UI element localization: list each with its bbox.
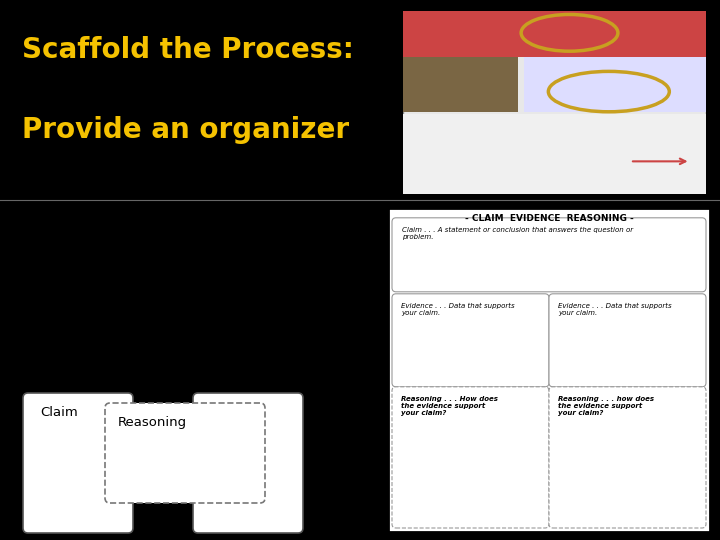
Text: As students use models to
analyze and interpret data,
organizers can be used to
: As students use models to analyze and in… bbox=[14, 208, 296, 326]
Text: Evidence . . . Data that supports
your claim.: Evidence . . . Data that supports your c… bbox=[558, 303, 672, 316]
FancyBboxPatch shape bbox=[105, 403, 265, 503]
Bar bbox=[403, 57, 518, 112]
Text: Reasoning: Reasoning bbox=[118, 416, 187, 429]
Bar bbox=[403, 11, 706, 57]
FancyBboxPatch shape bbox=[403, 11, 706, 194]
FancyBboxPatch shape bbox=[388, 208, 710, 532]
Text: Scaffold the Process:: Scaffold the Process: bbox=[22, 36, 354, 64]
Text: Evidence . . . Data that supports
your claim.: Evidence . . . Data that supports your c… bbox=[401, 303, 515, 316]
Bar bbox=[403, 113, 706, 194]
Text: Provide an organizer: Provide an organizer bbox=[22, 116, 348, 144]
FancyBboxPatch shape bbox=[392, 294, 549, 387]
Text: Claim: Claim bbox=[40, 406, 78, 419]
Bar bbox=[524, 57, 706, 112]
FancyBboxPatch shape bbox=[392, 387, 549, 528]
FancyBboxPatch shape bbox=[549, 387, 706, 528]
FancyBboxPatch shape bbox=[392, 218, 706, 292]
Text: Reasoning . . . How does
the evidence support
your claim?: Reasoning . . . How does the evidence su… bbox=[401, 396, 498, 416]
FancyBboxPatch shape bbox=[23, 393, 133, 533]
FancyBboxPatch shape bbox=[193, 393, 303, 533]
Text: Reasoning . . . how does
the evidence support
your claim?: Reasoning . . . how does the evidence su… bbox=[558, 396, 654, 416]
Text: Evidence: Evidence bbox=[206, 406, 266, 419]
FancyBboxPatch shape bbox=[549, 294, 706, 387]
Text: Claim . . . A statement or conclusion that answers the question or
problem.: Claim . . . A statement or conclusion th… bbox=[402, 227, 633, 240]
Text: - CLAIM  EVIDENCE  REASONING -: - CLAIM EVIDENCE REASONING - bbox=[464, 214, 634, 223]
